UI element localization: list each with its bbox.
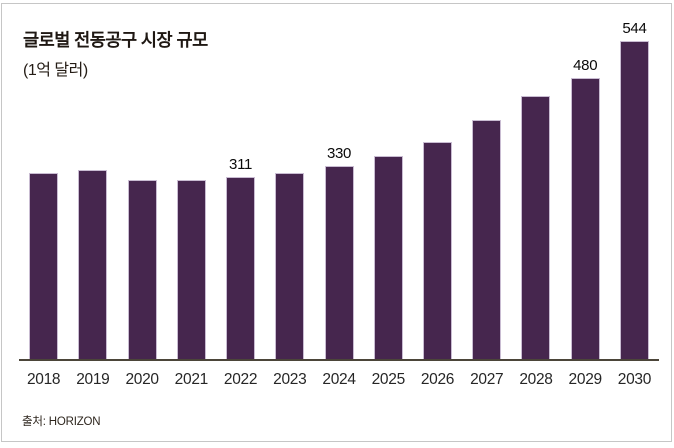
bars-area: 311 330 480 544	[19, 20, 659, 359]
x-tick-label-2025: 2025	[371, 371, 406, 388]
bar-column-2028	[511, 76, 560, 359]
x-axis-line	[19, 359, 659, 361]
x-tick-label-2022: 2022	[223, 371, 258, 388]
bar-column-2018	[19, 153, 68, 359]
x-tick-label-2021: 2021	[174, 371, 209, 388]
x-tick-label-2023: 2023	[273, 371, 307, 388]
bar-column-2024: 330	[314, 146, 363, 359]
bar-2030	[619, 41, 649, 359]
bar-column-2026	[413, 122, 462, 359]
bar-column-2019	[68, 150, 117, 359]
bar-2018	[29, 173, 59, 359]
x-tick-label-2029: 2029	[568, 371, 603, 388]
bar-2025	[373, 156, 403, 359]
chart-title: 글로벌 전동공구 시장 규모	[23, 30, 208, 50]
bar-column-2023	[265, 153, 314, 359]
bar-column-2027	[462, 100, 511, 359]
bar-2027	[472, 120, 502, 359]
x-tick-label-2027: 2027	[470, 371, 504, 388]
x-axis-labels: 2018 2019 2020 2021 2022 2023 2024 2025 2026 2027…	[19, 371, 659, 388]
bar-column-2025	[364, 136, 413, 359]
bar-column-2022: 311	[216, 157, 265, 359]
bar-2024	[324, 166, 354, 359]
bar-2021	[176, 180, 206, 359]
bar-2019	[78, 170, 108, 359]
source-note: 출처: HORIZON	[22, 416, 101, 428]
bar-column-2029: 480	[561, 58, 610, 359]
bar-column-2030: 544	[610, 21, 659, 359]
x-tick-label-2018: 2018	[26, 371, 61, 388]
x-tick-label-2020: 2020	[125, 371, 159, 388]
plot-area: 311 330 480 544 2018 2019 2020 2021 2022 2023 202…	[19, 20, 659, 388]
bar-value-label-2030: 544	[622, 20, 647, 37]
bar-column-2021	[167, 160, 216, 359]
bar-value-label-2029: 480	[573, 57, 598, 74]
bar-2023	[275, 173, 305, 359]
x-tick-label-2024: 2024	[322, 371, 356, 388]
bar-2028	[521, 96, 551, 359]
bar-value-label-2024: 330	[326, 145, 352, 162]
bar-value-label-2022: 311	[229, 156, 253, 173]
x-tick-label-2028: 2028	[519, 371, 553, 388]
x-tick-label-2026: 2026	[420, 371, 455, 388]
bar-2026	[422, 142, 452, 359]
x-tick-label-2030: 2030	[617, 371, 652, 388]
bar-2029	[570, 78, 600, 359]
bar-2022	[226, 177, 256, 359]
bar-2020	[127, 180, 157, 359]
chart-header: 글로벌 전동공구 시장 규모 (1억 달러)	[23, 27, 208, 80]
x-tick-label-2019: 2019	[76, 371, 110, 388]
bar-column-2020	[117, 160, 166, 359]
chart-unit-label: (1억 달러)	[23, 62, 88, 79]
